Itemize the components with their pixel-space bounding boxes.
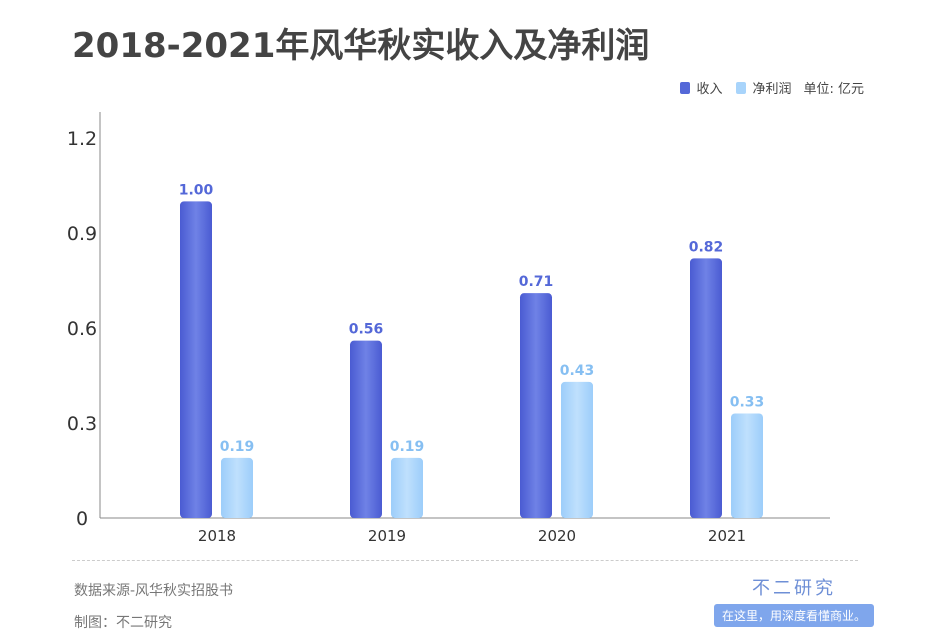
net-profit-bar — [731, 413, 763, 518]
x-tick-label: 2019 — [368, 527, 406, 545]
revenue-bar — [350, 340, 382, 518]
x-tick-label: 2021 — [708, 527, 746, 545]
data-label: 0.56 — [349, 322, 384, 338]
y-tick-label: 0.6 — [67, 318, 97, 340]
maker-note: 制图：不二研究 — [74, 615, 172, 631]
data-label: 0.71 — [519, 274, 554, 290]
y-tick-label: 0.3 — [67, 413, 97, 435]
data-label: 0.82 — [689, 239, 724, 255]
footer-divider — [72, 560, 858, 561]
legend-label-net-profit: 净利润 — [752, 82, 792, 97]
x-tick-label: 2018 — [198, 527, 236, 545]
net-profit-bar — [561, 381, 593, 518]
brand-logo: 不二研究 在这里，用深度看懂商业。 — [706, 574, 882, 627]
legend: 收入 净利润 单位: 亿元 — [680, 78, 864, 97]
x-tick-label: 2020 — [538, 527, 576, 545]
legend-label-revenue: 收入 — [696, 82, 723, 97]
data-label: 0.19 — [220, 439, 255, 455]
unit-label: 单位: 亿元 — [803, 82, 864, 97]
data-label: 0.43 — [560, 363, 595, 379]
data-label: 0.33 — [730, 395, 765, 411]
page-title: 2018-2021年风华秋实收入及净利润 — [72, 26, 650, 66]
net-profit-bar — [221, 457, 253, 518]
data-label: 0.19 — [390, 439, 425, 455]
y-tick-label: 0.9 — [67, 223, 97, 245]
legend-swatch-revenue — [680, 81, 691, 94]
data-label: 1.00 — [179, 182, 214, 198]
brand-name: 不二研究 — [752, 578, 836, 599]
revenue-bar — [180, 201, 212, 519]
y-tick-label: 1.2 — [67, 128, 97, 150]
revenue-bar — [690, 258, 722, 518]
legend-swatch-net-profit — [736, 81, 747, 94]
source-note: 数据来源-风华秋实招股书 — [74, 583, 234, 599]
net-profit-bar — [391, 457, 423, 518]
y-tick-label: 0 — [76, 508, 88, 530]
brand-slogan: 在这里，用深度看懂商业。 — [713, 604, 874, 627]
revenue-bar — [520, 293, 552, 518]
